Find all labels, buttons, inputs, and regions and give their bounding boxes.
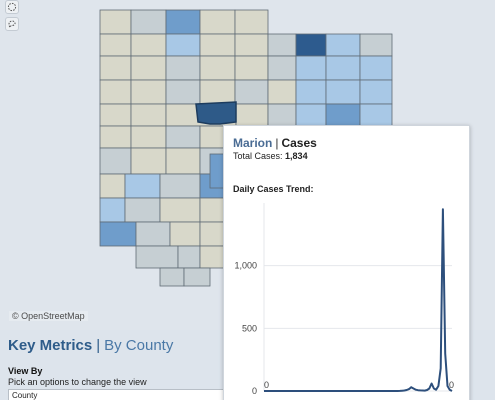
county-shape[interactable] (165, 33, 201, 57)
county-shape[interactable] (135, 221, 171, 247)
county-shape[interactable] (165, 55, 201, 81)
circle-select-icon (7, 2, 17, 12)
tooltip-trend-label: Daily Cases Trend: (233, 184, 314, 194)
county-shape[interactable] (295, 103, 327, 127)
view-by-label: View By (8, 366, 43, 376)
county-shape[interactable] (99, 197, 126, 223)
county-shape[interactable] (199, 197, 225, 223)
county-shape[interactable] (359, 33, 393, 57)
county-shape[interactable] (267, 79, 297, 105)
county-shape[interactable] (135, 245, 179, 269)
county-shape[interactable] (99, 9, 132, 35)
tooltip-total-value: 1,834 (285, 151, 308, 161)
panel-subtitle: By County (104, 337, 174, 354)
county-shape[interactable] (199, 245, 225, 269)
county-shape[interactable] (165, 79, 201, 105)
county-shape[interactable] (159, 267, 185, 287)
county-shape[interactable] (325, 33, 361, 57)
panel-title: Key Metrics (8, 337, 93, 354)
county-shape[interactable] (99, 55, 132, 81)
series-line (264, 208, 453, 392)
view-by-select[interactable]: County (8, 389, 238, 400)
county-shape[interactable] (359, 79, 393, 105)
panel-heading: Key Metrics | By County (8, 337, 173, 354)
county-shape[interactable] (234, 33, 269, 57)
county-shape[interactable] (99, 33, 132, 57)
county-shape[interactable] (295, 55, 327, 81)
county-shape[interactable] (130, 103, 167, 127)
county-shape[interactable] (165, 125, 201, 149)
county-tooltip: Marion | Cases Total Cases: 1,834 Daily Ca… (223, 125, 470, 400)
county-shape[interactable] (99, 79, 132, 105)
county-shape[interactable] (199, 221, 225, 247)
tooltip-title: Marion | Cases (233, 136, 317, 150)
county-shape[interactable] (130, 33, 167, 57)
county-shape[interactable] (234, 55, 269, 81)
county-shape[interactable] (159, 173, 201, 199)
county-shape[interactable] (99, 147, 132, 175)
county-shape[interactable] (165, 147, 201, 175)
county-shape[interactable] (99, 103, 132, 127)
county-shape[interactable] (325, 55, 361, 81)
county-shape[interactable] (325, 79, 361, 105)
county-shape[interactable] (130, 79, 167, 105)
county-shape[interactable] (165, 9, 201, 35)
ohio-county-map[interactable] (0, 0, 495, 330)
county-shape[interactable] (295, 33, 327, 57)
county-shape[interactable] (199, 9, 236, 35)
county-shape[interactable] (267, 55, 297, 81)
series-end-label: 0 (449, 380, 454, 390)
map-attribution[interactable]: © OpenStreetMap (9, 311, 88, 321)
y-tick-label: 1,000 (234, 261, 257, 271)
county-shape[interactable] (130, 125, 167, 149)
tooltip-title-separator: | (275, 136, 279, 150)
county-shape[interactable] (177, 245, 201, 269)
lasso-select-button[interactable] (5, 17, 19, 31)
county-shape[interactable] (295, 79, 327, 105)
county-shape[interactable] (183, 267, 211, 287)
county-shape[interactable] (359, 103, 393, 127)
circle-select-button[interactable] (5, 0, 19, 14)
county-shape[interactable] (130, 55, 167, 81)
county-shape[interactable] (99, 173, 126, 199)
y-tick-label: 0 (252, 386, 257, 396)
county-shape[interactable] (359, 55, 393, 81)
county-shape[interactable] (267, 103, 297, 127)
county-shape-selected[interactable] (195, 101, 237, 125)
county-shape[interactable] (325, 103, 361, 127)
county-shape[interactable] (199, 55, 236, 81)
tooltip-total: Total Cases: 1,834 (233, 151, 308, 161)
county-shape[interactable] (124, 197, 161, 223)
county-shape[interactable] (267, 33, 297, 57)
county-shape[interactable] (199, 79, 236, 105)
y-tick-label: 500 (242, 323, 257, 333)
map-tools (5, 0, 19, 31)
panel-title-separator: | (96, 337, 101, 354)
view-by-hint: Pick an options to change the view (8, 377, 147, 387)
county-shape[interactable] (99, 221, 137, 247)
county-shape[interactable] (159, 197, 201, 223)
county-shape[interactable] (235, 103, 269, 127)
series-start-label: 0 (264, 380, 269, 390)
tooltip-total-label: Total Cases: (233, 151, 283, 161)
tooltip-metric: Cases (281, 136, 317, 150)
county-shape[interactable] (234, 9, 269, 35)
county-shape[interactable] (169, 221, 201, 247)
county-shape[interactable] (234, 79, 269, 105)
county-shape[interactable] (99, 125, 132, 149)
lasso-select-icon (7, 19, 17, 29)
county-shape[interactable] (199, 33, 236, 57)
county-shape[interactable] (130, 9, 167, 35)
county-shape[interactable] (209, 153, 225, 189)
county-shape[interactable] (124, 173, 161, 199)
tooltip-county-name: Marion (233, 136, 273, 150)
county-shape[interactable] (130, 147, 167, 175)
